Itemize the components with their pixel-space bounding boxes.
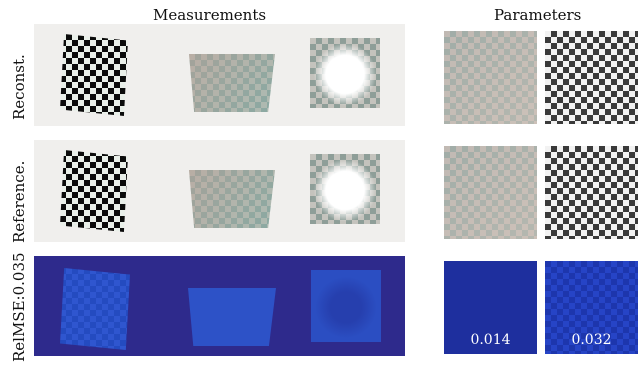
row-label-relmse: RelMSE:0.035 <box>10 252 28 362</box>
param-error-map-checker: 0.032 <box>545 261 638 354</box>
reference-param-checker <box>545 146 638 239</box>
error-map-warped <box>60 268 130 350</box>
param-error-value-first: 0.014 <box>470 332 511 348</box>
error-measurements-panel <box>34 256 405 356</box>
reconst-param-texture <box>444 31 537 124</box>
reference-checker-glow <box>310 154 380 224</box>
error-map-trapezoid <box>188 288 276 346</box>
reference-checker-trapezoid <box>189 170 275 228</box>
reference-measurements-panel <box>34 140 405 242</box>
reconst-checker-warped <box>60 34 128 116</box>
param-error-value-second: 0.032 <box>571 332 612 348</box>
reconst-measurements-panel <box>34 24 405 126</box>
error-map-glow <box>311 270 381 342</box>
parameters-header: Parameters <box>494 6 582 24</box>
reconst-checker-trapezoid <box>189 54 275 112</box>
measurements-header: Measurements <box>153 6 267 24</box>
reconst-param-checker <box>545 31 638 124</box>
reference-checker-warped <box>60 150 128 232</box>
param-error-map-texture: 0.014 <box>444 261 537 354</box>
reference-param-texture <box>444 146 537 239</box>
row-label-reference: Reference. <box>10 160 28 243</box>
row-label-reconst: Reconst. <box>10 54 28 120</box>
reconst-checker-glow <box>310 38 380 108</box>
